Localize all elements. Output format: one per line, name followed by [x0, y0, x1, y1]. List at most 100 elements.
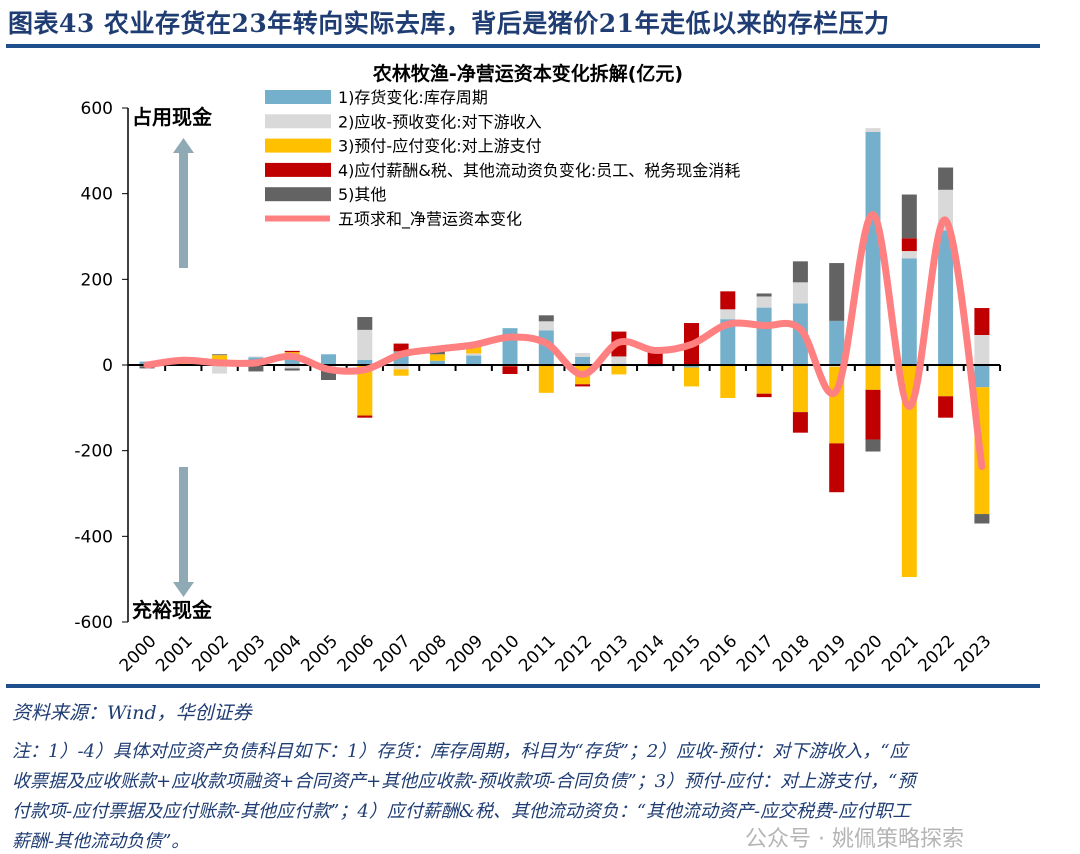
bar-series-3 — [429, 354, 445, 361]
bar-series-3 — [865, 365, 881, 390]
bar-series-1 — [829, 320, 845, 365]
bar-series-5 — [357, 317, 373, 330]
bar-series-4 — [502, 366, 518, 374]
footer-rule — [6, 684, 1040, 688]
bar-series-4 — [792, 412, 808, 433]
bar-series-4 — [865, 389, 881, 440]
bar-series-4 — [393, 343, 409, 352]
bar-series-3 — [393, 369, 409, 376]
bar-series-1 — [974, 365, 990, 388]
bar-series-1 — [357, 359, 373, 365]
legend-label: 3)预付-应付变化:对上游支付 — [338, 137, 542, 156]
annotation-top: 占用现金 — [132, 105, 213, 129]
bar-series-1 — [901, 258, 917, 365]
sum-line — [143, 211, 986, 471]
bar-series-1 — [466, 355, 482, 365]
legend-label: 五项求和_净营运资本变化 — [338, 210, 522, 230]
legend-label: 5)其他 — [338, 185, 386, 204]
bar-series-1 — [429, 360, 445, 365]
note-line: 付款项-应付票据及应付账款-其他应付款”；4）应付薪酬&税、其他流动资负：“其他… — [12, 801, 911, 822]
bar-series-2 — [865, 128, 881, 132]
bar-series-4 — [829, 443, 845, 493]
bar-series-5 — [901, 194, 917, 239]
bar-series-2 — [756, 296, 772, 308]
bar-series-2 — [901, 251, 917, 259]
legend-label: 4)应付薪酬&税、其他流动资负变化:员工、税务现金消耗 — [338, 161, 740, 180]
bar-series-5 — [865, 439, 881, 452]
x-tick-label: 2005 — [297, 631, 342, 676]
bar-series-4 — [357, 415, 373, 418]
bar-series-2 — [720, 309, 736, 320]
bar-series-2 — [393, 365, 409, 370]
bar-series-5 — [538, 315, 554, 322]
x-tick-label: 2020 — [842, 631, 887, 676]
bar-series-2 — [611, 356, 627, 364]
y-tick-label: 200 — [81, 270, 113, 290]
x-tick-label: 2019 — [806, 631, 851, 676]
chart-title: 农林牧渔-净营运资本变化拆解(亿元) — [372, 62, 683, 85]
bar-series-1 — [720, 319, 736, 365]
x-tick-label: 2016 — [697, 631, 742, 676]
bar-series-5 — [938, 167, 954, 190]
bar-series-2 — [248, 356, 264, 358]
bar-series-3 — [212, 355, 228, 363]
note-line: 收票据及应收账款+应收款项融资+合同资产+其他应收款-预收款项-合同负债”；3）… — [12, 771, 916, 792]
y-tick-label: 600 — [81, 99, 113, 119]
x-tick-label: 2004 — [261, 631, 306, 676]
note: 注：1）-4）具体对应资产负债科目如下：1）存货：库存周期，科目为“存货”；2）… — [12, 737, 1062, 854]
bar-series-3 — [611, 365, 627, 375]
bar-series-3 — [684, 367, 699, 387]
legend-swatch — [265, 187, 331, 202]
note-line: 注：1）-4）具体对应资产负债科目如下：1）存货：库存周期，科目为“存货”；2）… — [12, 741, 908, 762]
bar-series-3 — [538, 365, 554, 393]
bar-series-2 — [575, 353, 591, 357]
bar-series-5 — [792, 261, 808, 283]
bar-series-2 — [792, 282, 808, 304]
x-tick-label: 2006 — [334, 631, 379, 676]
bar-series-4 — [938, 396, 954, 418]
bar-series-1 — [865, 131, 881, 365]
source-text: 资料来源：Wind，华创证券 — [12, 702, 252, 724]
figure-title: 图表43 农业存货在23年转向实际去库，背后是猪价21年走低以来的存栏压力 — [8, 9, 890, 38]
bar-series-4 — [575, 384, 591, 387]
y-ticks: 600 400 200 0 -200 -400 -600 — [74, 99, 128, 633]
bar-series-5 — [284, 368, 300, 371]
bar-series-4 — [756, 393, 772, 398]
x-tick-label: 2009 — [443, 631, 488, 676]
x-tick-label: 2017 — [733, 631, 778, 676]
legend-label: 1)存货变化:库存周期 — [338, 88, 488, 107]
chart: 农林牧渔-净营运资本变化拆解(亿元) 6004002000-200-400-60… — [74, 62, 1002, 676]
bar-series-3 — [756, 365, 772, 394]
bar-series-5 — [974, 514, 990, 524]
bar-series-2 — [974, 335, 990, 365]
bar-series-1 — [684, 365, 699, 368]
x-tick-label: 2014 — [624, 631, 669, 676]
legend-label: 2)应收-预收变化:对下游收入 — [338, 112, 542, 131]
y-tick-label: -400 — [74, 527, 113, 547]
watermark: 公众号 · 姚佩策略探索 — [745, 827, 964, 852]
bar-series-5 — [756, 293, 772, 297]
bar-series-4 — [720, 291, 736, 310]
bar-series-3 — [938, 365, 954, 397]
x-tick-label: 2018 — [769, 631, 814, 676]
bar-series-4 — [974, 308, 990, 336]
bar-series-2 — [284, 365, 300, 369]
bar-series-1 — [575, 356, 591, 365]
bar-series-1 — [756, 307, 772, 365]
legend-swatch — [265, 114, 331, 129]
x-tick-label: 2023 — [951, 631, 996, 676]
bar-series-2 — [212, 365, 228, 374]
bars-layer — [139, 128, 990, 578]
x-tick-label: 2013 — [588, 631, 633, 676]
down-arrow-icon — [173, 467, 194, 597]
x-tick-label: 2000 — [116, 631, 161, 676]
bar-series-3 — [357, 365, 373, 416]
x-tick-label: 2003 — [225, 631, 270, 676]
bar-series-2 — [357, 329, 373, 360]
x-tick-label: 2008 — [406, 631, 451, 676]
bar-series-4 — [901, 238, 917, 252]
x-tick-label: 2012 — [551, 631, 596, 676]
bar-series-1 — [938, 230, 954, 365]
up-arrow-icon — [173, 138, 194, 268]
